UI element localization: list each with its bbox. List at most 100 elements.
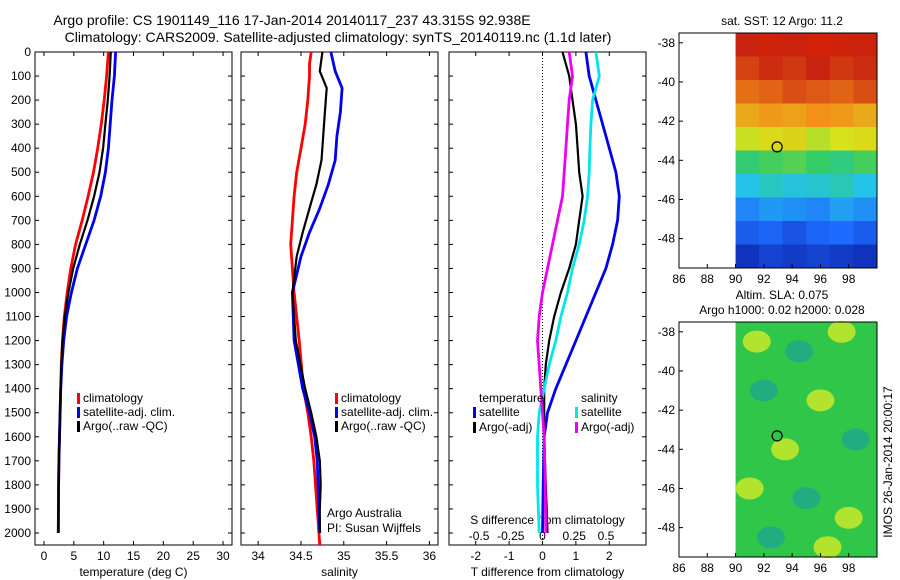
sla-map-xtick-label: 94 [785,561,799,575]
sla-map-ytick-label: -42 [658,403,676,417]
depth-tick-label: 100 [11,69,31,83]
legend-swatch [575,422,578,433]
sla-map-ytick-label: -48 [658,521,676,535]
sst-cell [853,244,878,269]
sst-map-ytick-label: -46 [658,192,676,206]
sst-cell [806,197,831,222]
difference-xtick-label: 2 [606,549,613,563]
sst-map-ytick-label: -48 [658,232,676,246]
salinity-xtick-label: 35.5 [375,549,399,563]
sst-cell [735,80,760,104]
sla-anomaly-blob [785,340,814,363]
legend-salinity-title: salinity [581,391,618,405]
sla-anomaly-blob [756,526,785,549]
annotation-text: Argo Australia [327,506,402,520]
depth-tick-label: 1200 [4,334,31,348]
sla-anomaly-blob [735,477,764,500]
temperature-xtick-label: 10 [97,549,111,563]
temperature-xlabel: temperature (deg C) [79,565,187,579]
depth-tick-label: 400 [11,141,31,155]
difference-xtick-label: -2 [470,549,481,563]
depth-tick-label: 2000 [4,526,31,540]
sst-cell [853,33,878,57]
sla-map-ytick-label: -46 [658,481,676,495]
sst-map-title: sat. SST: 12 Argo: 11.2 [721,14,843,28]
sla-map-xtick-label: 88 [701,561,715,575]
depth-tick-label: 500 [11,165,31,179]
legend-swatch [335,407,338,418]
sla-anomaly-blob [813,536,842,559]
depth-tick-label: 600 [11,189,31,203]
sst-cell [782,33,807,57]
sst-cell [759,103,784,128]
sst-cell [782,174,807,198]
sst-map-ytick-label: -40 [658,75,676,89]
sst-cell [759,56,784,81]
sst-cell [829,197,854,222]
difference-xlabel: T difference from climatology [471,565,625,579]
sst-cell [853,221,878,245]
salinity-xtick-label: 35 [337,549,351,563]
sst-cell [759,33,784,57]
temperature-xtick-label: 25 [187,549,201,563]
sst-cell [829,150,854,175]
legend-item: climatology [83,391,143,405]
legend-item: Argo(-adj) [581,420,634,434]
series-line-satellite-adj-clim- [290,51,344,534]
temperature-panel: 0100200300400500600700800900100011001200… [4,45,233,579]
sla-anomaly-blob [771,438,800,461]
salinity-xtick-label: 34.5 [289,549,313,563]
sst-map-ytick-label: -44 [658,153,676,167]
sst-map-xtick-label: 90 [729,272,743,286]
sst-cell [782,127,807,151]
sst-cell [853,127,878,151]
depth-tick-label: 1400 [4,382,31,396]
sst-map-ytick-label: -38 [658,36,676,50]
sst-cell [806,150,831,175]
difference-xtick-label: -1 [504,549,515,563]
series-line-t-satellite [541,51,621,534]
sla-map-axes-box [678,321,878,558]
footer-timestamp: IMOS 26-Jan-2014 20:00:17 [881,386,895,538]
sst-cell [806,244,831,269]
sst-cell [853,56,878,81]
sst-map-xtick-label: 96 [814,272,828,286]
sla-anomaly-blob [792,487,821,510]
series-line-s-satellite [536,51,601,534]
sla-anomaly-blob [834,506,863,529]
sst-cell [829,33,854,57]
legend-swatch [335,393,338,404]
sst-cell [759,244,784,269]
temperature-xtick-label: 5 [70,549,77,563]
argo-location-marker [771,141,783,153]
sst-cell [735,244,760,269]
difference-xtick-label: 0 [539,549,546,563]
depth-tick-label: 1000 [4,285,31,299]
temperature-axes-box [34,51,233,546]
s-tick-label: 0.5 [598,529,615,543]
salinity-panel: 34 34.5 35 35.5 36 salinity climatologysatelli… [240,51,439,579]
sst-cell [735,127,760,151]
depth-tick-label: 1300 [4,358,31,372]
sla-anomaly-blob [827,320,856,343]
depth-tick-label: 1900 [4,502,31,516]
sst-cell [759,197,784,222]
s-tick-label: -0.25 [497,529,525,543]
temperature-xtick-label: 0 [41,549,48,563]
sst-cell [782,80,807,104]
series-line-s-argo-adj- [536,51,574,534]
sla-map-panel: 86 88 90 92 94 96 98 -38 -40 -42 -44 -46 -48 Altim. S… [658,288,878,575]
sst-cell [782,244,807,269]
depth-tick-label: 700 [11,213,31,227]
sst-cell [806,103,831,128]
depth-tick-label: 300 [11,117,31,131]
difference-axes-box [448,51,647,546]
sst-map-xtick-label: 88 [701,272,715,286]
sst-map-ytick-label: -42 [658,114,676,128]
sst-cell [806,174,831,198]
sst-cell [782,150,807,175]
sla-map-ytick-label: -40 [658,364,676,378]
series-line-argo-raw-qc- [291,51,328,533]
sst-cell [806,33,831,57]
